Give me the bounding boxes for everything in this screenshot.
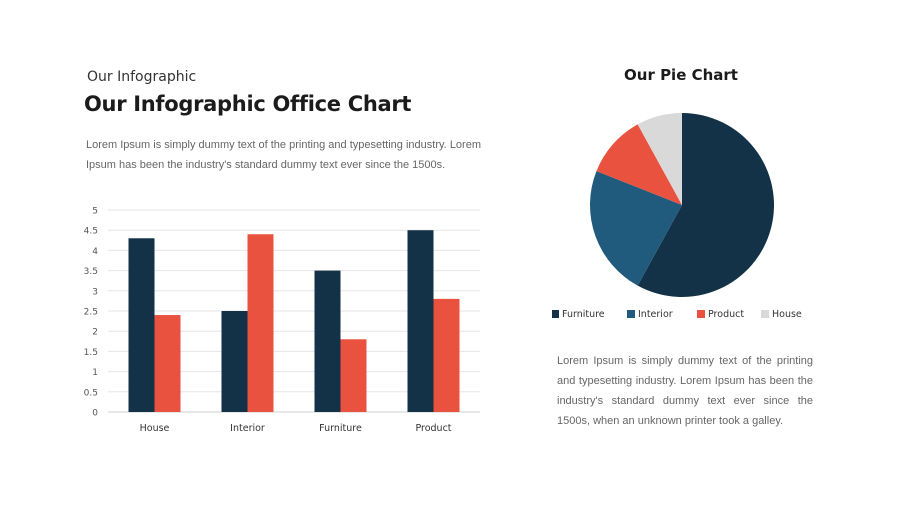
x-category-label: Interior: [230, 423, 265, 434]
y-tick-label: 1.5: [84, 348, 98, 358]
x-category-label: Furniture: [319, 423, 362, 434]
bar: [314, 270, 341, 412]
bar: [433, 298, 460, 412]
bar: [247, 234, 274, 412]
y-tick-label: 2: [92, 328, 98, 338]
bar: [154, 315, 181, 412]
legend-label: Furniture: [562, 309, 605, 320]
bar: [221, 311, 248, 412]
pie-slice: [637, 113, 774, 297]
x-category-label: House: [140, 423, 170, 434]
pie-slice: [637, 113, 682, 205]
y-tick-label: 0.5: [84, 388, 98, 398]
y-tick-label: 4.5: [84, 227, 98, 237]
y-tick-label: 3.5: [84, 267, 98, 277]
legend-swatch: [697, 310, 705, 318]
y-tick-label: 1: [92, 368, 98, 378]
legend-label: Product: [708, 309, 744, 320]
pie-slice: [590, 171, 682, 286]
section-subtitle: Our Infographic: [87, 69, 197, 85]
bar: [128, 238, 155, 412]
pie-paragraph: Lorem Ipsum is simply dummy text of the …: [557, 355, 813, 427]
pie-slice: [596, 124, 682, 205]
pie-chart: Furniture Interior Product House: [552, 113, 802, 320]
bar-chart: 0 0.5 1 1.5 2 2.5 3 3.5 4 4.5 5 House Interior Furni…: [84, 207, 480, 434]
x-category-label: Product: [415, 423, 451, 434]
y-tick-label: 3: [92, 287, 98, 297]
y-tick-label: 4: [92, 247, 98, 257]
page-title: Our Infographic Office Chart: [84, 92, 412, 116]
y-tick-label: 5: [92, 207, 98, 217]
y-tick-label: 2.5: [84, 308, 98, 318]
legend-label: Interior: [638, 309, 673, 320]
pie-chart-title: Our Pie Chart: [624, 66, 738, 84]
legend-label: House: [772, 309, 802, 320]
y-tick-label: 0: [92, 409, 98, 419]
bar: [407, 230, 434, 412]
legend-swatch: [761, 310, 769, 318]
legend-swatch: [552, 310, 559, 318]
intro-paragraph: Lorem Ipsum is simply dummy text of the …: [86, 139, 481, 171]
legend-swatch: [627, 310, 635, 318]
bar: [340, 339, 367, 412]
